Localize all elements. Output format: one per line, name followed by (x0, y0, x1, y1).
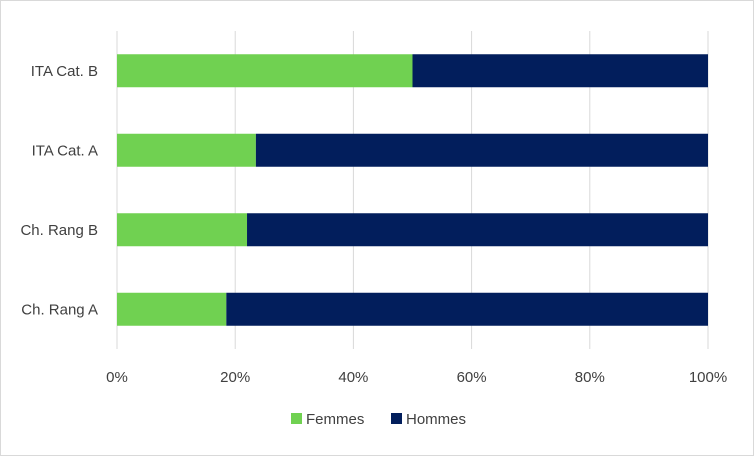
legend-swatch-femmes (291, 413, 302, 424)
legend-swatch-hommes (391, 413, 402, 424)
legend-label: Femmes (306, 411, 364, 428)
bar-hommes (255, 133, 708, 167)
bar-hommes (412, 54, 708, 88)
bar-hommes (226, 292, 708, 326)
x-tick-label: 80% (575, 369, 605, 386)
x-tick-label: 20% (220, 369, 250, 386)
legend-label: Hommes (406, 411, 466, 428)
x-tick-label: 0% (106, 369, 128, 386)
x-tick-label: 100% (689, 369, 727, 386)
bar-femmes (117, 54, 413, 88)
y-category-label: ITA Cat. B (31, 63, 98, 80)
x-tick-label: 40% (338, 369, 368, 386)
y-category-label: ITA Cat. A (32, 142, 98, 159)
bar-femmes (117, 133, 256, 167)
y-category-label: Ch. Rang B (20, 222, 98, 239)
y-category-label: Ch. Rang A (21, 301, 98, 318)
bar-femmes (117, 213, 248, 247)
bar-femmes (117, 292, 227, 326)
bar-hommes (247, 213, 708, 247)
x-tick-label: 60% (457, 369, 487, 386)
